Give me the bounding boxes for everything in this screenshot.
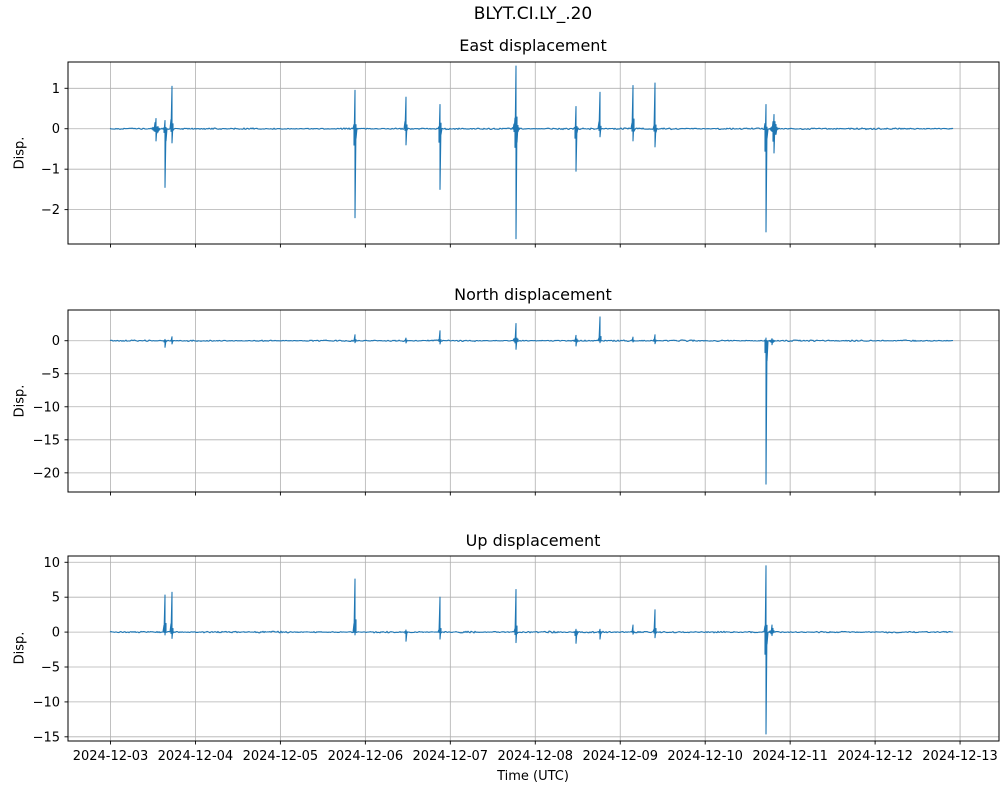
x-tick-label: 2024-12-11: [752, 749, 828, 764]
y-axis-label-north: Disp.: [12, 384, 28, 418]
y-tick-label: −20: [33, 466, 60, 481]
tick-marks: [64, 87, 961, 248]
axes-spines: [67, 555, 1000, 742]
y-tick-label: −5: [41, 367, 60, 382]
y-tick-label: −2: [41, 203, 60, 218]
x-tick-label: 2024-12-10: [667, 749, 743, 764]
x-tick-label: 2024-12-08: [497, 749, 573, 764]
y-tick-label: −10: [33, 400, 60, 415]
x-tick-label: 2024-12-04: [158, 749, 234, 764]
tick-marks: [64, 340, 961, 496]
x-tick-label: 2024-12-03: [73, 749, 149, 764]
x-tick-label: 2024-12-09: [582, 749, 658, 764]
subplot-0: 1 0 −1 −2: [41, 61, 1000, 248]
y-tick-label: −15: [33, 730, 60, 745]
series-line-0: [109, 65, 954, 240]
y-tick-label: −1: [41, 163, 60, 178]
grid: [68, 62, 999, 244]
subplot-2: 10 5 0 −5 −10 −15: [33, 555, 1000, 745]
y-tick-label: −5: [41, 661, 60, 676]
tick-marks: [64, 561, 961, 745]
subplot-title-up: Up displacement: [465, 531, 601, 550]
subplot-1: 0 −5 −10 −15 −20: [33, 309, 1000, 496]
y-tick-label: 0: [52, 122, 60, 137]
grid: [68, 556, 999, 741]
grid: [68, 310, 999, 492]
x-tick-labels: 2024-12-03 2024-12-04 2024-12-05 2024-12-06…: [73, 749, 998, 764]
figure-suptitle: BLYT.CI.LY_.20: [473, 4, 593, 24]
series-line-2: [109, 565, 953, 735]
x-tick-label: 2024-12-05: [243, 749, 319, 764]
y-tick-label: 10: [43, 556, 60, 571]
x-tick-label: 2024-12-13: [922, 749, 998, 764]
axes-spines: [67, 61, 1000, 245]
y-tick-label: 1: [52, 82, 60, 97]
subplot-title-east: East displacement: [459, 36, 607, 55]
x-tick-label: 2024-12-07: [413, 749, 489, 764]
subplot-title-north: North displacement: [454, 285, 612, 304]
series-line-1: [109, 316, 954, 485]
y-tick-label: 0: [52, 626, 60, 641]
x-tick-label: 2024-12-12: [837, 749, 913, 764]
axes-spines: [67, 309, 1000, 493]
y-axis-label-up: Disp.: [12, 631, 28, 665]
y-axis-label-east: Disp.: [12, 136, 28, 170]
x-tick-label: 2024-12-06: [328, 749, 404, 764]
x-axis-label: Time (UTC): [497, 769, 569, 784]
y-tick-label: −15: [33, 433, 60, 448]
y-tick-label: −10: [33, 695, 60, 710]
y-tick-label: 0: [52, 334, 60, 349]
y-tick-label: 5: [52, 591, 60, 606]
